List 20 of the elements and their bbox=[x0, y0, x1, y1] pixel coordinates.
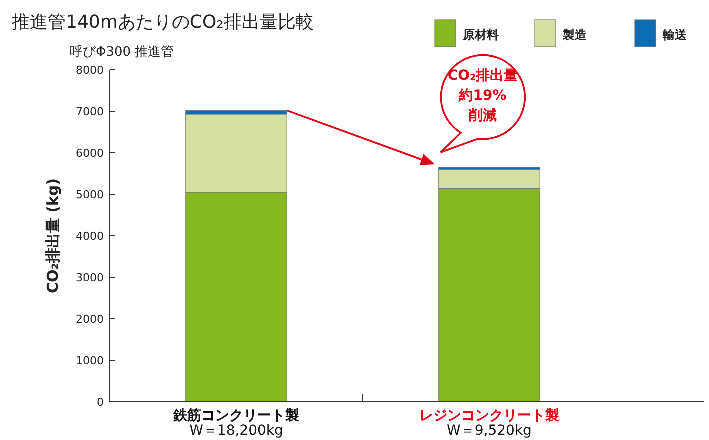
y-axis-title: CO₂排出量 (kg) bbox=[44, 178, 62, 294]
legend-label: 輸送 bbox=[662, 28, 688, 42]
x-tick-label: 鉄筋コンクリート製 W＝18,200kg bbox=[172, 408, 300, 439]
y-tick-label: 2000 bbox=[76, 312, 104, 326]
y-tick-label: 1000 bbox=[76, 354, 104, 368]
y-tick-label: 8000 bbox=[76, 64, 104, 77]
y-tick-label: 0 bbox=[97, 396, 104, 409]
chart-title: 推進管140mあたりのCO₂排出量比較 bbox=[12, 12, 314, 33]
annotation: CO₂排出量 bbox=[448, 68, 518, 84]
y-tick-label: 5000 bbox=[76, 188, 104, 202]
legend-label: 製造 bbox=[562, 28, 588, 42]
x-tick-label: レジンコンクリート製 W＝9,520kg bbox=[420, 408, 560, 439]
y-tick-label: 7000 bbox=[76, 105, 104, 118]
chart-subtitle: 呼びΦ300 推進管 bbox=[70, 45, 174, 60]
annotation: 削減 bbox=[468, 108, 497, 124]
y-tick-label: 4000 bbox=[76, 230, 104, 243]
y-tick-label: 6000 bbox=[76, 146, 104, 160]
y-tick-label: 3000 bbox=[76, 271, 104, 284]
annotation: 約19% bbox=[458, 88, 507, 104]
legend-label: 原材料 bbox=[462, 28, 499, 42]
